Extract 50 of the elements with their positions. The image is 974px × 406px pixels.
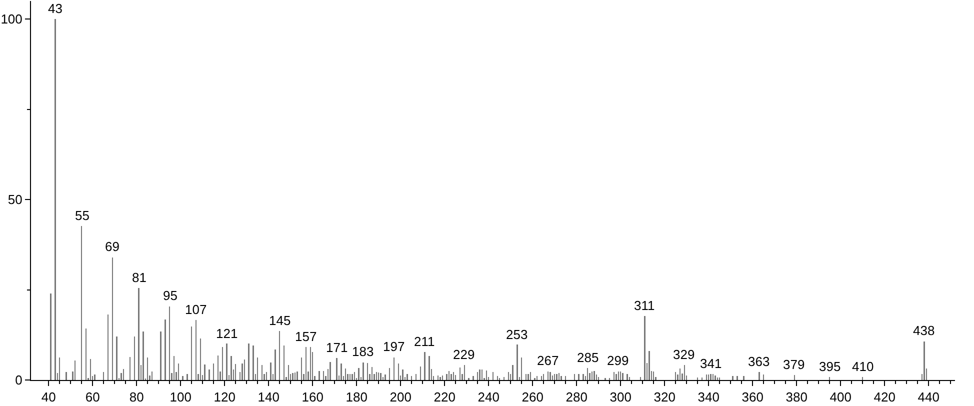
annotation: 395 (819, 359, 841, 374)
y-tick-label: 50 (8, 192, 22, 208)
x-tick-label: 260 (522, 390, 544, 405)
x-tick-label: 280 (566, 390, 588, 405)
annotation: 311 (634, 298, 655, 313)
x-tick-label: 360 (742, 390, 764, 405)
annotation: 379 (783, 357, 805, 372)
x-tick-label: 40 (41, 390, 56, 405)
annotation: 410 (852, 359, 874, 374)
x-tick-label: 140 (258, 390, 280, 405)
annotation: 183 (352, 344, 374, 359)
x-tick-label: 380 (786, 390, 808, 405)
annotation: 121 (216, 326, 238, 341)
annotation: 299 (607, 353, 629, 368)
x-tick-label: 240 (478, 390, 500, 405)
x-tick-label: 440 (918, 390, 940, 405)
annotation: 55 (75, 208, 90, 223)
annotation: 285 (577, 350, 599, 365)
y-tick-label: 100 (0, 12, 22, 27)
y-tick-label: 0 (15, 372, 22, 388)
x-tick-label: 180 (346, 390, 368, 405)
x-tick-label: 80 (129, 390, 144, 405)
x-tick-label: 320 (654, 390, 676, 405)
annotation: 107 (185, 302, 207, 317)
x-tick-label: 100 (170, 390, 192, 405)
annotation: 43 (48, 1, 62, 16)
x-tick-label: 160 (302, 390, 324, 405)
x-tick-label: 400 (830, 390, 852, 405)
x-tick-label: 340 (698, 390, 720, 405)
annotation: 211 (414, 334, 435, 349)
annotation: 363 (748, 354, 770, 369)
annotation: 438 (913, 323, 935, 338)
annotation: 171 (326, 340, 348, 355)
x-tick-label: 200 (390, 390, 412, 405)
x-tick-label: 220 (434, 390, 456, 405)
x-tick-label: 300 (610, 390, 632, 405)
annotation: 157 (295, 329, 317, 344)
annotation: 229 (453, 347, 475, 362)
annotation: 145 (269, 313, 291, 328)
annotation: 341 (700, 356, 722, 371)
annotation: 253 (506, 327, 528, 342)
x-tick-label: 420 (874, 390, 896, 405)
annotation: 69 (105, 239, 120, 254)
x-tick-label: 120 (214, 390, 236, 405)
annotation: 95 (163, 288, 178, 303)
annotation: 81 (132, 270, 146, 285)
annotation: 197 (383, 339, 405, 354)
annotation: 329 (673, 347, 695, 362)
annotation: 267 (537, 353, 559, 368)
x-tick-label: 60 (85, 390, 100, 405)
